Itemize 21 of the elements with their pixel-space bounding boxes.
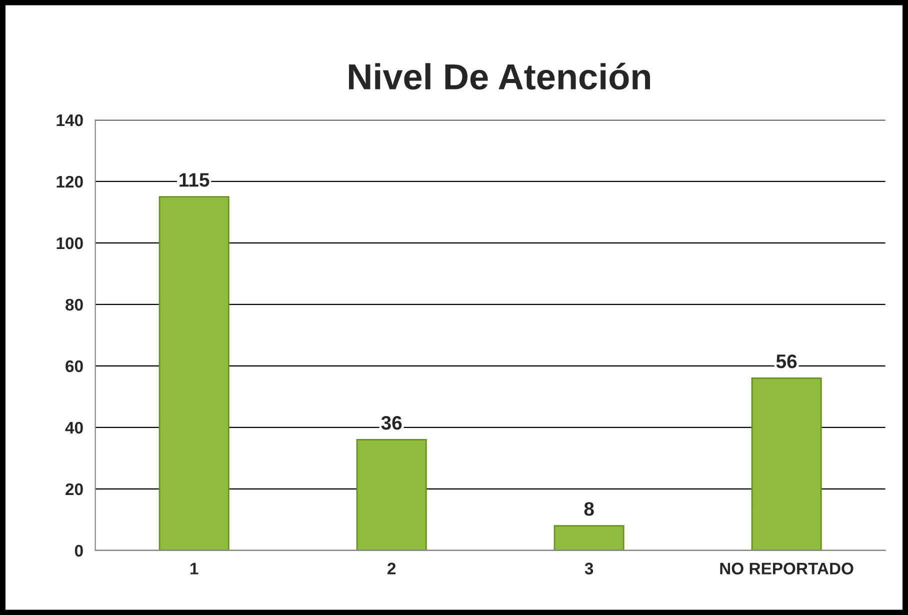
y-tick-label: 120 [56, 176, 83, 188]
y-tick-label: 40 [65, 422, 83, 434]
y-tick-label: 140 [56, 114, 83, 126]
bar [554, 525, 624, 550]
x-tick-label: 3 [584, 562, 594, 574]
data-label: 56 [776, 354, 797, 368]
y-tick-label: 80 [66, 298, 83, 311]
y-tick-label: 100 [56, 237, 83, 250]
bar [158, 196, 230, 550]
data-label: 115 [180, 173, 210, 187]
y-tick-label: 0 [74, 544, 83, 557]
bar [356, 439, 427, 550]
bar [751, 378, 822, 550]
chart-title: Nivel De Atención [348, 62, 650, 90]
y-tick-label: 60 [66, 360, 83, 372]
x-tick-label: 2 [388, 562, 396, 574]
x-tick-label: 1 [190, 562, 198, 574]
x-tick-label: NO REPORTADO [720, 562, 854, 574]
data-label: 36 [381, 416, 402, 430]
y-tick-label: 20 [66, 483, 83, 496]
data-label: 8 [584, 502, 594, 516]
